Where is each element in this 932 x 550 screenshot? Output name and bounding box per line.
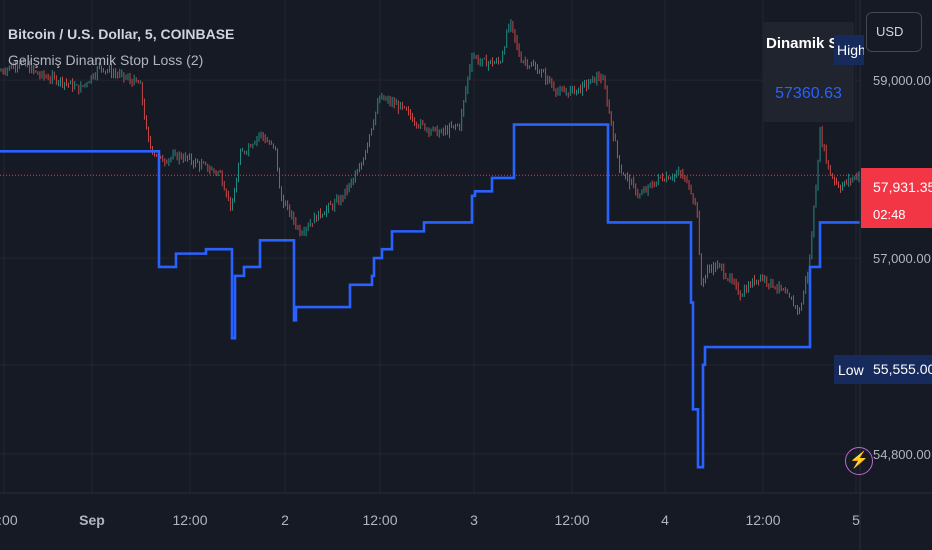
low-tag-bg (834, 355, 862, 384)
last-price-label: 57,931.35 (873, 179, 932, 195)
x-tick-label: 12:00 (172, 512, 207, 528)
symbol-title[interactable]: Bitcoin / U.S. Dollar, 5, COINBASE (8, 26, 235, 42)
low-tag: Low (838, 362, 865, 378)
x-tick-label: 4 (661, 512, 669, 528)
lightning-icon[interactable]: ⚡ (845, 447, 873, 475)
plot-area[interactable] (0, 0, 860, 493)
info-box-title: Dinamik Stop Loss (766, 35, 854, 52)
countdown-label: 02:48 (873, 207, 906, 222)
info-box-value: 57360.63 (775, 85, 842, 102)
x-tick-label: 12:00 (745, 512, 780, 528)
candles (0, 19, 860, 316)
x-tick-label: Sep (79, 512, 105, 528)
indicator-title[interactable]: Gelişmiş Dinamik Stop Loss (2) (8, 52, 204, 68)
grid (0, 0, 860, 493)
time-axis: 8:00 Sep 12:00 2 12:00 3 12:00 4 12:00 5 (0, 512, 860, 528)
low-price-label-bg (861, 355, 932, 384)
indicator-info-box: Dinamik Stop Loss 57360.63 (763, 22, 854, 122)
x-tick-label: 2 (281, 512, 289, 528)
high-tag: High (834, 35, 864, 65)
high-tag-label: High (837, 42, 864, 58)
y-tick-label: 54,800.00 (873, 447, 931, 462)
x-tick-label: 5 (852, 512, 860, 528)
x-tick-label: 12:00 (554, 512, 589, 528)
x-tick-label: 3 (470, 512, 478, 528)
stop-loss-line (0, 123, 860, 469)
x-tick-label: 12:00 (362, 512, 397, 528)
currency-button[interactable]: USD (866, 12, 922, 52)
low-price-label: 55,555.00 (873, 361, 932, 377)
x-tick-label: 8:00 (0, 512, 18, 528)
stop-loss-series (0, 123, 860, 469)
y-tick-label: 59,000.00 (873, 73, 931, 88)
high-tag-bg (834, 35, 864, 65)
y-tick-label: 57,000.00 (873, 251, 931, 266)
last-price-label-bg (861, 168, 932, 228)
